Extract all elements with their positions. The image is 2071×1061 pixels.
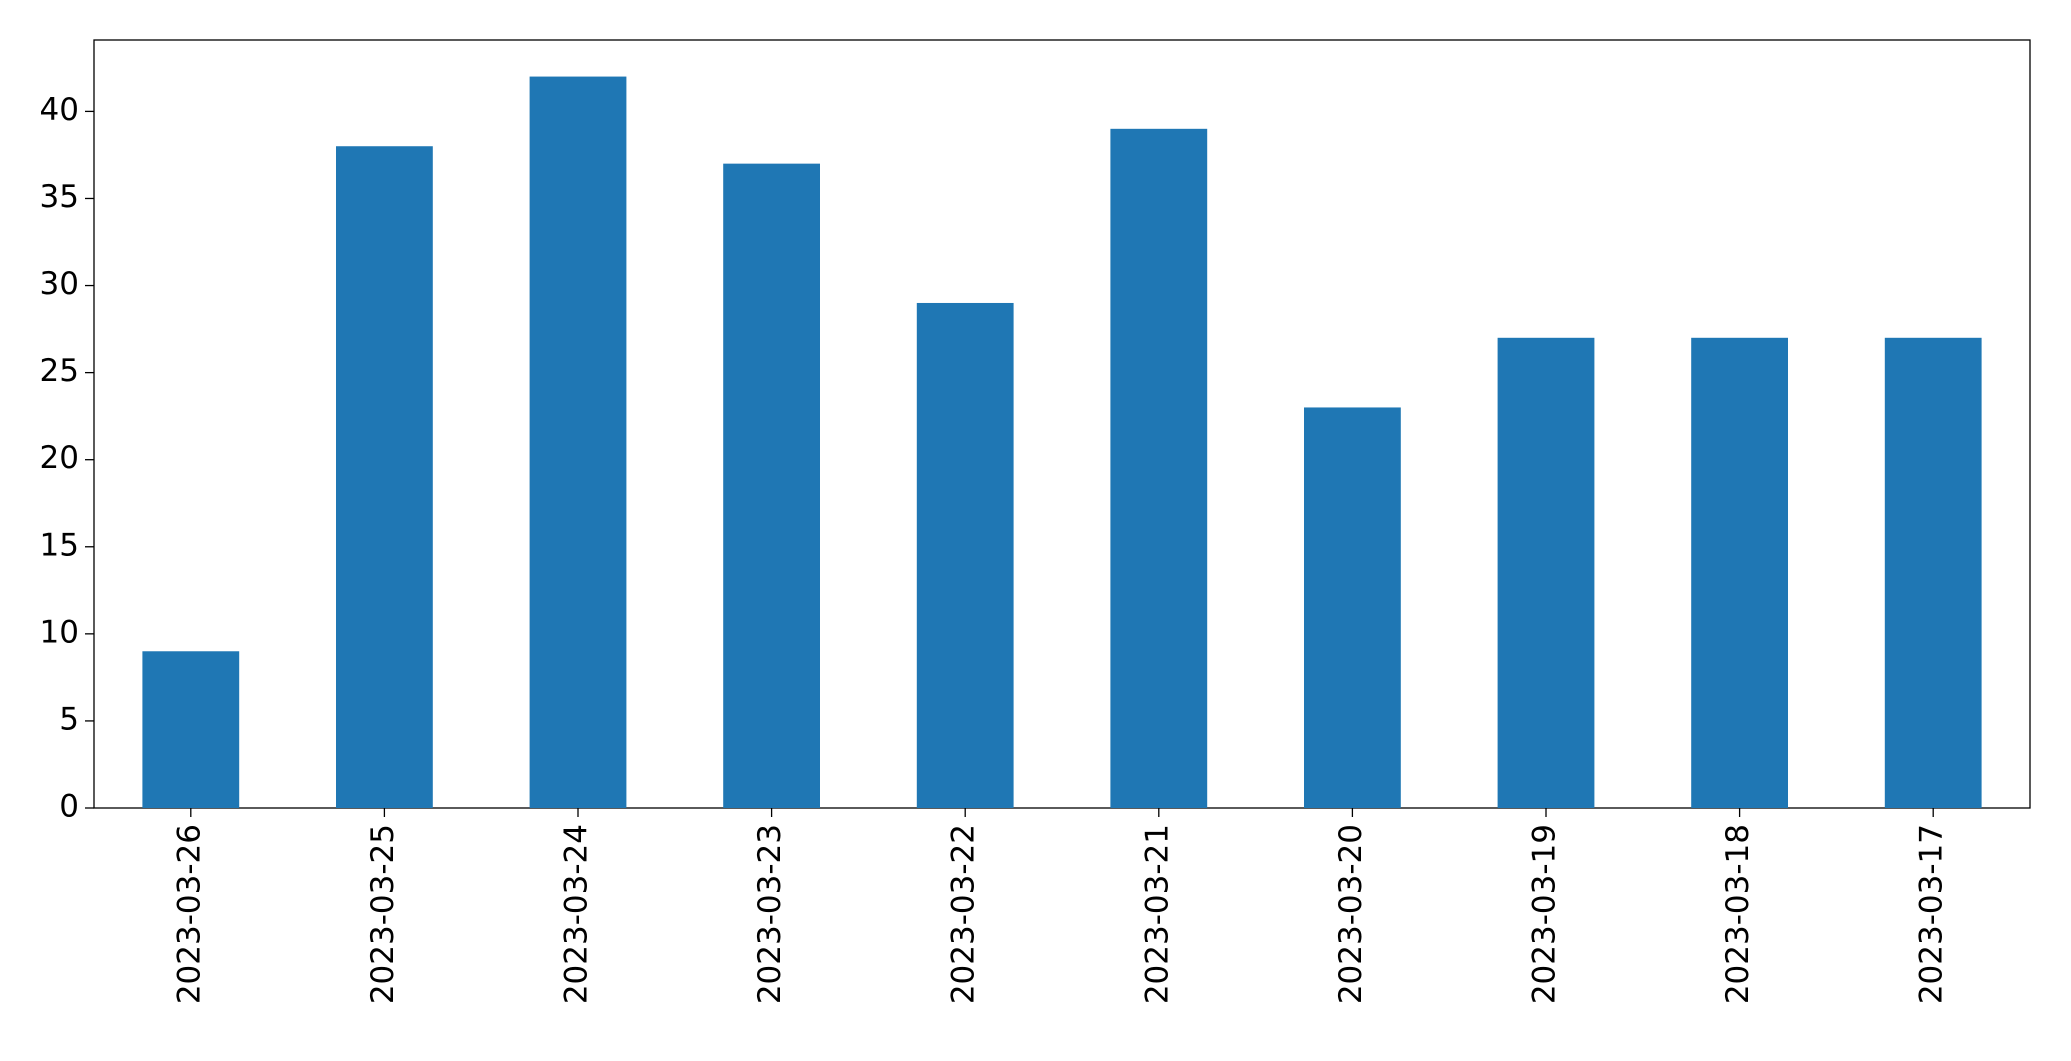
bar — [142, 651, 240, 808]
x-tick-label: 2023-03-18 — [1720, 824, 1756, 1004]
bar — [1304, 407, 1401, 808]
y-tick-label: 20 — [40, 440, 79, 476]
y-tick-label: 25 — [40, 353, 79, 389]
bar — [1884, 337, 1982, 808]
x-tick-label: 2023-03-25 — [365, 824, 401, 1004]
x-tick-label: 2023-03-19 — [1527, 824, 1563, 1004]
x-tick-label: 2023-03-20 — [1333, 824, 1369, 1004]
bar — [1497, 337, 1595, 808]
y-tick-label: 5 — [59, 701, 79, 737]
x-tick-label: 2023-03-21 — [1139, 824, 1175, 1004]
bar — [723, 163, 820, 809]
y-tick-label: 40 — [40, 92, 79, 128]
bar — [1110, 128, 1208, 808]
x-tick-label: 2023-03-17 — [1914, 824, 1950, 1004]
x-tick-label: 2023-03-24 — [559, 824, 595, 1004]
axes-frame — [93, 39, 2031, 809]
bar — [529, 76, 627, 809]
bar — [1691, 337, 1788, 808]
y-tick-label: 35 — [40, 179, 79, 215]
x-tick-label: 2023-03-26 — [171, 824, 207, 1004]
y-tick-label: 10 — [40, 614, 79, 650]
y-tick-label: 30 — [40, 266, 79, 302]
bar — [916, 302, 1014, 808]
bar — [336, 146, 433, 808]
x-tick-label: 2023-03-22 — [946, 824, 982, 1004]
y-tick-label: 0 — [59, 789, 79, 825]
y-tick-label: 15 — [40, 527, 79, 563]
x-tick-label: 2023-03-23 — [752, 824, 788, 1004]
